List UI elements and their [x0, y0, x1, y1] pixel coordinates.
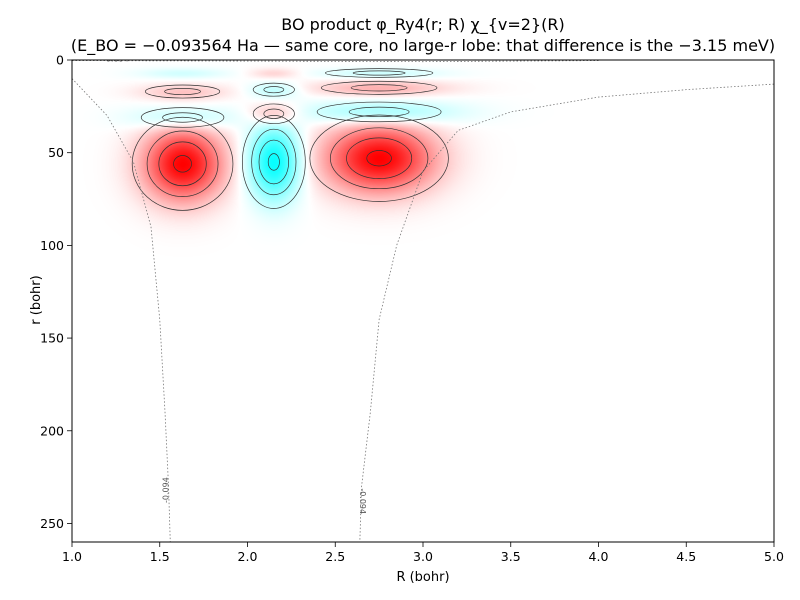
x-tick-label: 3.5 [501, 549, 521, 564]
x-tick-label: 2.0 [238, 549, 258, 564]
contour-ring [348, 106, 410, 118]
x-tick-label: 5.0 [764, 549, 784, 564]
contour-ring [140, 107, 225, 128]
plot-area: -0.094 -0.094 -0.094 [72, 54, 774, 542]
contour-ring [263, 108, 285, 119]
y-tick-label: 0 [56, 53, 64, 68]
contour-ring [252, 103, 295, 124]
contour-ring [164, 87, 201, 96]
contour-ring [320, 80, 438, 95]
y-tick-label: 100 [40, 238, 64, 253]
y-tick-label: 50 [48, 145, 64, 160]
contour-ring [350, 84, 408, 92]
energy-contour-label: -0.094 [358, 488, 367, 514]
energy-contour-label: -0.094 [103, 54, 129, 63]
contour-ring [162, 112, 203, 123]
contour-ring [263, 86, 285, 94]
x-tick-label: 1.5 [150, 549, 170, 564]
contour-ring [146, 130, 219, 197]
energy-contour-left-branch [72, 78, 171, 542]
y-axis-ticks: 0 50 100 150 200 250 [40, 53, 72, 531]
contour-ring [366, 150, 392, 167]
y-axis-label: r (bohr) [29, 275, 44, 324]
contour-ring [241, 115, 306, 209]
y-tick-label: 150 [40, 331, 64, 346]
contour-ring [251, 128, 297, 196]
chart-title-line2: (E_BO = −0.093564 Ha — same core, no lar… [71, 36, 775, 56]
energy-contour-right-branch [359, 83, 774, 542]
x-tick-label: 4.5 [676, 549, 696, 564]
y-tick-label: 250 [40, 516, 64, 531]
contour-ring [252, 82, 295, 97]
energy-contour-label: -0.094 [162, 477, 171, 503]
contour-ring [325, 68, 434, 78]
x-tick-label: 2.5 [325, 549, 345, 564]
x-axis-label: R (bohr) [396, 570, 449, 585]
x-axis-ticks: 1.0 1.5 2.0 2.5 3.0 3.5 4.0 4.5 5.0 [62, 542, 784, 564]
contour-ring [346, 137, 413, 179]
energy-contour-top-branch [72, 60, 599, 63]
contour-lines: -0.094 -0.094 -0.094 [72, 54, 774, 542]
contour-ring [145, 84, 221, 99]
y-tick-label: 200 [40, 423, 64, 438]
contour-ring [173, 155, 192, 173]
chart-title-line1: BO product φ_Ry4(r; R) χ_{v=2}(R) [281, 15, 564, 35]
contour-ring [352, 70, 406, 76]
contour-ring [131, 116, 234, 211]
x-tick-label: 3.0 [413, 549, 433, 564]
contour-ring [309, 114, 449, 202]
contour-ring [158, 141, 207, 187]
contour-ring [316, 101, 442, 123]
heatmap-image [72, 60, 774, 542]
contour-ring [258, 139, 289, 185]
x-tick-label: 4.0 [589, 549, 609, 564]
contour-ring [329, 127, 429, 190]
contour-ring [267, 153, 280, 171]
x-tick-label: 1.0 [62, 549, 82, 564]
